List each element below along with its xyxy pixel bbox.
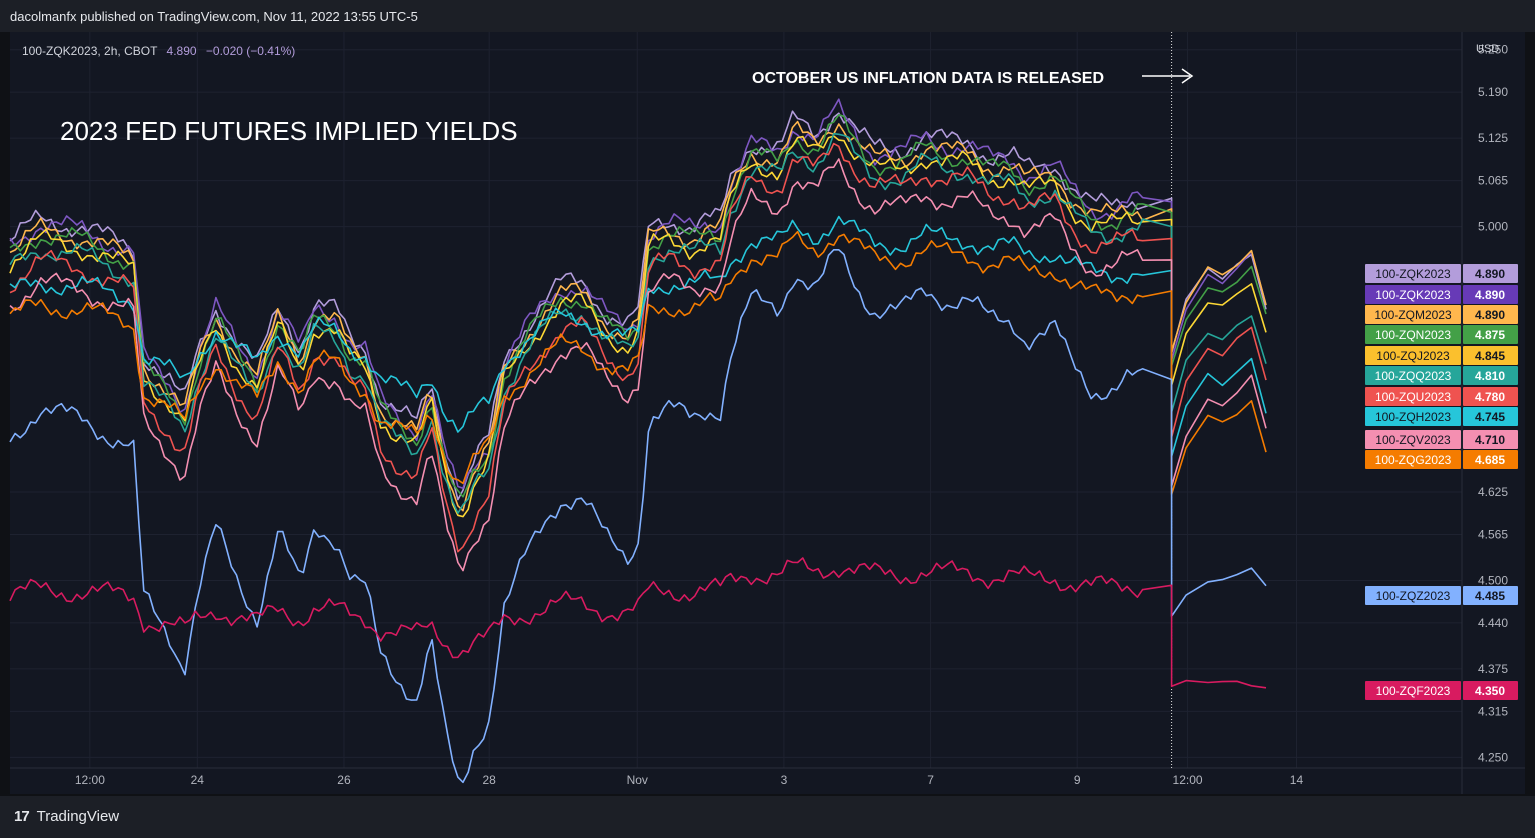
y-tick-label: 4.250 (1478, 750, 1508, 764)
series-line-100-zqh2023 (9, 215, 1267, 458)
series-line-100-zqu2023 (9, 142, 1267, 553)
series-name-label-bg (1365, 305, 1461, 324)
series-value-label-bg (1463, 450, 1518, 469)
series-name-label: 100-ZQF2023 (1376, 684, 1451, 698)
series-name-label-bg (1365, 325, 1461, 344)
tradingview-brand[interactable]: 17 TradingView (14, 808, 119, 825)
series-value-label-bg (1463, 264, 1518, 283)
series-value-label-bg (1463, 586, 1518, 605)
y-tick-label: 4.565 (1478, 527, 1508, 541)
series-value-label: 4.890 (1475, 288, 1505, 302)
series-value-label: 4.685 (1475, 453, 1505, 467)
x-tick-label: 26 (337, 773, 351, 787)
symbol-legend[interactable]: 100-ZQK2023, 2h, CBOT 4.890 −0.020 (−0.4… (22, 44, 295, 58)
series-value-label: 4.485 (1475, 589, 1505, 603)
series-value-label-bg (1463, 681, 1518, 700)
y-tick-label: 5.250 (1478, 43, 1508, 57)
series-value-label: 4.810 (1475, 369, 1505, 383)
series-name-label: 100-ZQV2023 (1375, 433, 1451, 447)
y-tick-label: 4.625 (1478, 485, 1508, 499)
x-tick-label: 24 (191, 773, 205, 787)
series-name-label: 100-ZQZ2023 (1376, 589, 1451, 603)
symbol-value: 4.890 (166, 44, 197, 58)
series-name-label: 100-ZQJ2023 (1376, 349, 1450, 363)
y-tick-label: 4.440 (1478, 616, 1508, 630)
series-name-label-bg (1365, 586, 1461, 605)
chart-area[interactable] (10, 32, 1525, 794)
x-tick-label: 12:00 (1173, 773, 1203, 787)
x-tick-label: 7 (927, 773, 934, 787)
x-tick-label: 3 (781, 773, 788, 787)
footer-bar (0, 796, 1535, 838)
series-name-label: 100-ZQU2023 (1375, 390, 1451, 404)
series-line-100-zqv2023 (9, 158, 1267, 572)
series-value-label: 4.350 (1475, 684, 1505, 698)
y-tick-label: 5.065 (1478, 174, 1508, 188)
series-name-label: 100-ZQG2023 (1375, 453, 1452, 467)
series-name-label: 100-ZQK2023 (1375, 267, 1451, 281)
series-line-100-zqz2023 (9, 249, 1267, 784)
event-annotation: OCTOBER US INFLATION DATA IS RELEASED (752, 70, 1104, 87)
series-name-label-bg (1365, 346, 1461, 365)
symbol-info: 100-ZQK2023, 2h, CBOT (22, 44, 158, 58)
series-line-100-zqq2023 (9, 132, 1267, 514)
series-name-label: 100-ZQH2023 (1375, 410, 1451, 424)
series-name-label-bg (1365, 366, 1461, 385)
publisher-text: dacolmanfx published on TradingView.com,… (10, 9, 418, 24)
series-value-label-bg (1463, 387, 1518, 406)
series-value-label-bg (1463, 346, 1518, 365)
series-name-label-bg (1365, 387, 1461, 406)
currency-label: USD (1476, 43, 1500, 55)
tradingview-logo-icon: 17 (14, 808, 30, 825)
series-value-label-bg (1463, 366, 1518, 385)
brand-name: TradingView (36, 808, 120, 825)
series-line-100-zqg2023 (9, 230, 1267, 496)
series-value-label-bg (1463, 305, 1518, 324)
series-value-label: 4.780 (1475, 390, 1505, 404)
y-tick-label: 4.500 (1478, 573, 1508, 587)
annotation-arrow-head (1181, 68, 1194, 84)
series-name-label-bg (1365, 285, 1461, 304)
y-tick-label: 4.375 (1478, 662, 1508, 676)
symbol-change: −0.020 (−0.41%) (205, 44, 296, 58)
x-tick-label: 9 (1074, 773, 1081, 787)
series-value-label: 4.745 (1475, 410, 1505, 424)
series-value-label: 4.710 (1475, 433, 1505, 447)
series-name-label: 100-ZQM2023 (1374, 308, 1452, 322)
x-tick-label: 28 (482, 773, 496, 787)
series-name-label-bg (1365, 681, 1461, 700)
chart-title: 2023 FED FUTURES IMPLIED YIELDS (60, 116, 518, 146)
series-name-label-bg (1365, 430, 1461, 449)
series-value-label: 4.875 (1475, 328, 1505, 342)
y-tick-label: 5.000 (1478, 220, 1508, 234)
series-value-label-bg (1463, 325, 1518, 344)
series-name-label: 100-ZQN2023 (1375, 328, 1451, 342)
series-value-label: 4.890 (1475, 308, 1505, 322)
x-tick-label: 12:00 (75, 773, 105, 787)
series-name-label-bg (1365, 407, 1461, 426)
x-tick-label: Nov (627, 773, 648, 787)
series-name-label: 100-ZQQ2023 (1375, 369, 1452, 383)
series-value-label: 4.845 (1475, 349, 1505, 363)
series-name-label-bg (1365, 264, 1461, 283)
series-name-label: 100-ZQK2023 (1375, 288, 1451, 302)
publisher-bar: dacolmanfx published on TradingView.com,… (0, 0, 1535, 32)
x-tick-label: 14 (1290, 773, 1304, 787)
series-line-100-zqk2023 (9, 98, 1267, 490)
series-value-label-bg (1463, 430, 1518, 449)
y-tick-label: 5.125 (1478, 131, 1508, 145)
y-tick-label: 4.315 (1478, 704, 1508, 718)
series-value-label: 4.890 (1475, 267, 1505, 281)
series-value-label-bg (1463, 407, 1518, 426)
series-name-label-bg (1365, 450, 1461, 469)
series-line-100-zqf2023 (9, 557, 1267, 689)
series-value-label-bg (1463, 285, 1518, 304)
y-tick-label: 5.190 (1478, 85, 1508, 99)
